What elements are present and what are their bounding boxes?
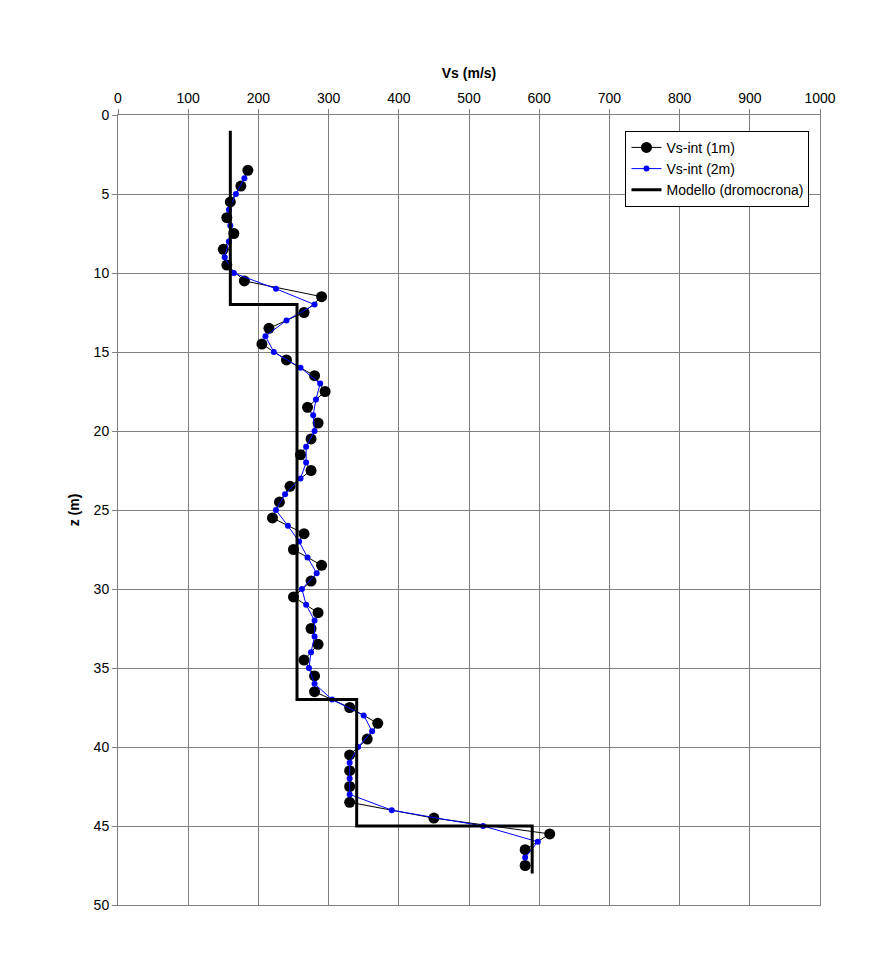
svg-text:z (m): z (m) bbox=[66, 494, 82, 527]
svg-text:400: 400 bbox=[387, 90, 411, 106]
svg-text:600: 600 bbox=[528, 90, 552, 106]
svg-text:100: 100 bbox=[177, 90, 201, 106]
svg-text:900: 900 bbox=[738, 90, 762, 106]
svg-text:30: 30 bbox=[94, 581, 110, 597]
svg-text:0: 0 bbox=[101, 107, 109, 123]
svg-text:300: 300 bbox=[317, 90, 341, 106]
svg-text:0: 0 bbox=[114, 90, 122, 106]
svg-text:700: 700 bbox=[598, 90, 622, 106]
svg-text:Vs (m/s): Vs (m/s) bbox=[442, 65, 496, 81]
svg-text:35: 35 bbox=[94, 660, 110, 676]
svg-text:15: 15 bbox=[94, 344, 110, 360]
svg-text:Modello (dromocrona): Modello (dromocrona) bbox=[666, 182, 803, 198]
svg-text:20: 20 bbox=[94, 423, 110, 439]
svg-text:800: 800 bbox=[668, 90, 692, 106]
svg-text:5: 5 bbox=[101, 186, 109, 202]
svg-text:Vs-int (2m): Vs-int (2m) bbox=[666, 161, 734, 177]
svg-text:1000: 1000 bbox=[804, 90, 835, 106]
svg-text:200: 200 bbox=[247, 90, 271, 106]
svg-text:25: 25 bbox=[94, 502, 110, 518]
svg-text:500: 500 bbox=[457, 90, 481, 106]
svg-text:45: 45 bbox=[94, 818, 110, 834]
svg-text:Vs-int (1m): Vs-int (1m) bbox=[666, 140, 734, 156]
svg-text:10: 10 bbox=[94, 265, 110, 281]
svg-text:40: 40 bbox=[94, 739, 110, 755]
svg-text:50: 50 bbox=[94, 897, 110, 913]
